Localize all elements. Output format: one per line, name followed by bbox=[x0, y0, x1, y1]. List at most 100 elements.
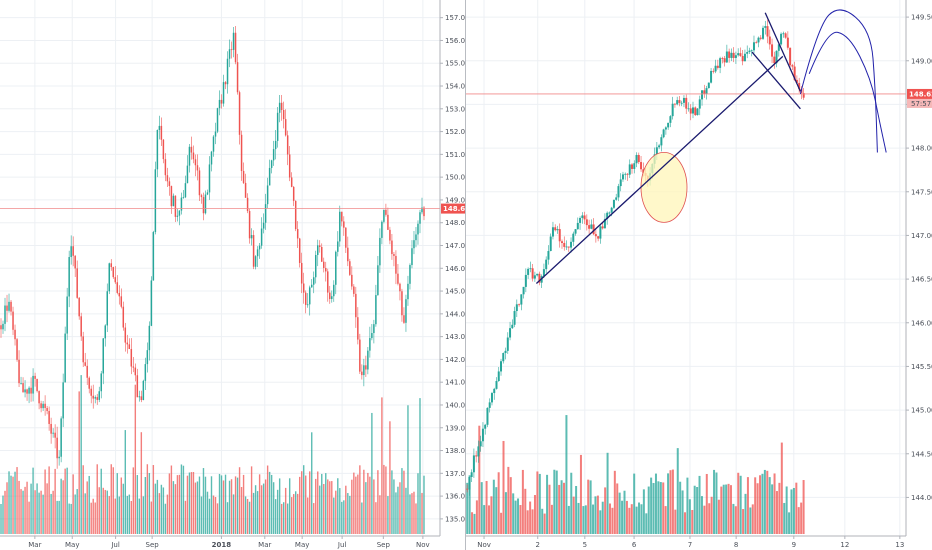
candle-body bbox=[606, 212, 609, 219]
price-axis[interactable]: 144.000 144.500 145.000 145.500 146.000 146.5… bbox=[905, 0, 932, 536]
candle bbox=[401, 288, 403, 322]
candle-body bbox=[331, 296, 333, 300]
candle-body bbox=[122, 306, 125, 328]
candle-body bbox=[365, 365, 367, 370]
projection-curve[interactable] bbox=[799, 9, 878, 153]
volume-bar bbox=[218, 473, 221, 534]
volume-bar bbox=[156, 479, 159, 534]
candle-body bbox=[68, 257, 70, 297]
volume-bar bbox=[168, 473, 171, 534]
volume-bar bbox=[393, 479, 395, 534]
volume-bar bbox=[6, 482, 8, 534]
candle-body bbox=[0, 325, 2, 330]
candle-body bbox=[421, 207, 423, 213]
candle bbox=[725, 44, 728, 64]
volume-bar bbox=[50, 493, 52, 534]
volume-bar bbox=[10, 475, 12, 534]
volume-bar bbox=[407, 405, 409, 534]
candle-body bbox=[110, 263, 113, 268]
volume-bar bbox=[280, 503, 283, 534]
candle bbox=[24, 380, 26, 398]
volume-bar bbox=[616, 483, 619, 534]
candle-body bbox=[106, 291, 109, 326]
volume-bar bbox=[270, 474, 273, 534]
candle-body bbox=[588, 225, 591, 229]
candle bbox=[721, 56, 724, 64]
candle-body bbox=[594, 234, 597, 237]
volume-bar bbox=[98, 487, 100, 534]
candle-body bbox=[150, 280, 153, 326]
candle bbox=[419, 209, 421, 234]
time-tick-label: 9 bbox=[792, 541, 796, 549]
candle-body bbox=[226, 58, 229, 85]
candle bbox=[220, 94, 223, 109]
candle-body bbox=[146, 350, 149, 365]
drawings[interactable] bbox=[535, 9, 887, 284]
time-axis[interactable]: Nov 2 5 6 7 8 9 12 13 bbox=[466, 535, 906, 549]
candle-body bbox=[46, 408, 48, 412]
volume-bar bbox=[613, 470, 616, 534]
cross-line-a[interactable] bbox=[751, 51, 801, 110]
candle-body bbox=[536, 273, 539, 276]
candle bbox=[210, 150, 213, 172]
volume-bar bbox=[224, 474, 227, 534]
volume-bar bbox=[266, 465, 269, 534]
volume-bar bbox=[468, 475, 471, 534]
projection-curve[interactable] bbox=[808, 31, 887, 153]
volume-bar bbox=[319, 485, 321, 534]
volume-bar bbox=[276, 489, 279, 534]
trendline[interactable] bbox=[535, 55, 784, 284]
candle-body bbox=[689, 108, 692, 114]
candle-body bbox=[547, 251, 550, 260]
candle-body bbox=[395, 255, 397, 274]
candle bbox=[581, 212, 584, 224]
candle-body bbox=[270, 160, 273, 168]
volume-bar bbox=[290, 497, 293, 534]
candle bbox=[592, 218, 595, 236]
volume-bar bbox=[327, 479, 329, 534]
candle-body bbox=[304, 292, 307, 305]
cross-line-b[interactable] bbox=[764, 12, 801, 92]
volume-bar bbox=[84, 493, 86, 534]
left-chart-panel[interactable]: 135.000 136.000 137.000 138.000 139.000 140.0… bbox=[0, 0, 466, 550]
candle bbox=[278, 94, 281, 123]
highlight-circle[interactable] bbox=[640, 151, 688, 223]
candle-body bbox=[710, 70, 713, 83]
volume-bar bbox=[570, 472, 573, 534]
candle-body bbox=[786, 37, 789, 48]
volume-bar bbox=[182, 465, 185, 534]
volume-bar bbox=[144, 477, 147, 534]
volume-bar bbox=[517, 498, 520, 534]
right-chart-panel[interactable]: 144.000 144.500 145.000 145.500 146.000 146.5… bbox=[466, 0, 932, 550]
price-axis[interactable]: 135.000 136.000 137.000 138.000 139.000 140.0… bbox=[439, 0, 466, 536]
candle bbox=[106, 283, 109, 333]
candle bbox=[206, 189, 209, 196]
candle-body bbox=[254, 256, 257, 267]
candle-body bbox=[32, 375, 34, 394]
candle bbox=[22, 377, 24, 393]
candle bbox=[260, 217, 263, 249]
time-axis[interactable]: Mar May Jul Sep 2018 Mar May Jul Sep Nov bbox=[0, 535, 440, 549]
candle-body bbox=[789, 47, 792, 66]
volume-bar bbox=[122, 483, 124, 534]
panel-divider[interactable] bbox=[465, 0, 466, 550]
candle-body bbox=[357, 317, 359, 340]
candle-body bbox=[136, 375, 139, 398]
candle-body bbox=[218, 99, 221, 109]
candle bbox=[395, 250, 397, 285]
volume-bar bbox=[174, 484, 177, 534]
volume-bar bbox=[674, 509, 677, 534]
candle bbox=[329, 285, 331, 304]
candle bbox=[208, 156, 211, 200]
candle bbox=[664, 126, 667, 135]
candle-body bbox=[631, 164, 634, 169]
volume-bar bbox=[584, 505, 587, 534]
candle-body bbox=[178, 210, 181, 216]
candles bbox=[466, 19, 805, 496]
volume-bar bbox=[676, 448, 679, 534]
candle bbox=[556, 225, 559, 234]
volume-bar bbox=[483, 505, 486, 534]
volume-bar bbox=[601, 501, 604, 534]
volume-bar bbox=[284, 487, 287, 534]
volume-bar bbox=[60, 478, 62, 534]
